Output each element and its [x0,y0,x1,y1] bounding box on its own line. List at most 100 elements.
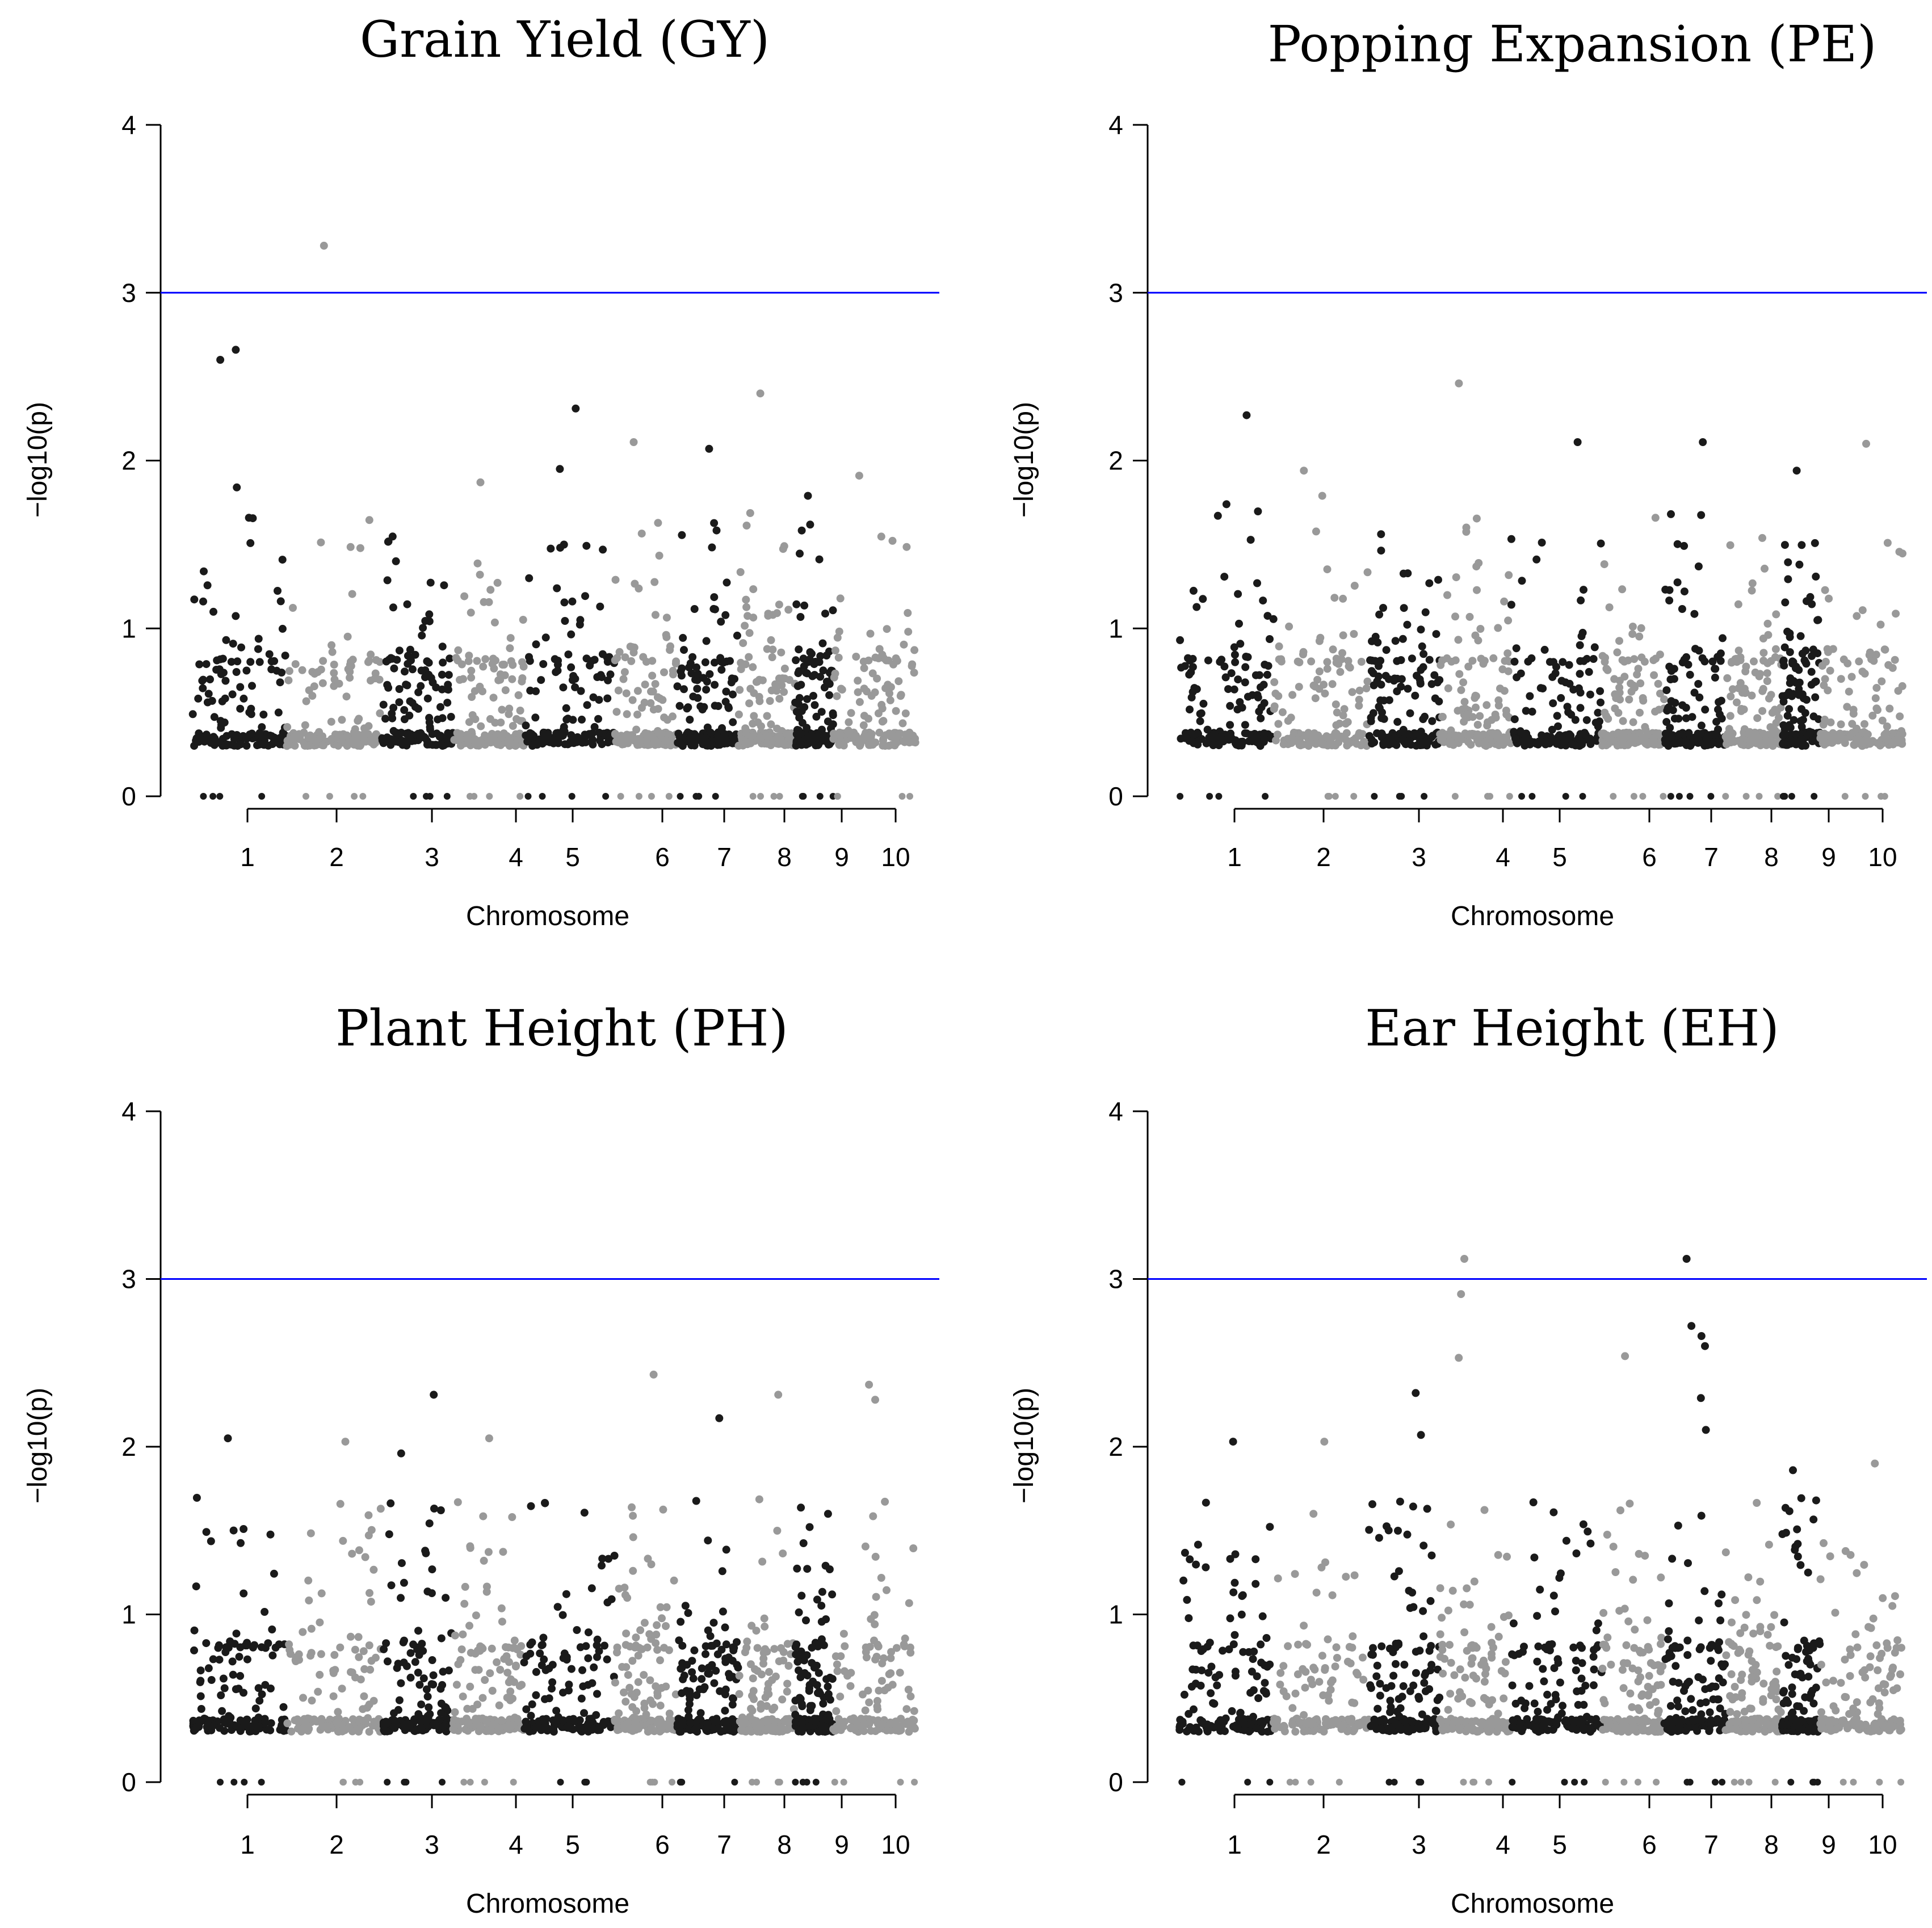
data-point [603,1598,612,1607]
data-point [1342,1573,1350,1581]
data-point-zero [1206,793,1213,800]
data-point [910,1707,918,1715]
data-point [477,722,485,730]
data-point [317,538,325,547]
data-point [1229,1640,1238,1649]
data-point [1604,715,1612,723]
data-point [1398,635,1407,643]
data-point [350,728,358,737]
data-point [1260,699,1269,707]
data-point [1736,679,1745,687]
data-point [1254,1694,1263,1702]
data-point [900,640,908,649]
data-point [1878,677,1886,686]
data-point [1758,534,1766,542]
data-point [1785,705,1794,713]
data-point [236,683,245,691]
data-point [1649,656,1658,665]
data-point [598,740,606,749]
data-point [708,543,716,552]
x-tick-label: 5 [565,842,580,872]
data-point [498,661,507,669]
data-point [1406,709,1414,717]
data-point [719,1607,727,1616]
data-point [1183,1595,1191,1604]
x-tick-label: 1 [1227,1830,1242,1859]
data-point [1427,733,1436,741]
data-point [757,1700,765,1708]
data-point [441,1703,450,1711]
data-point [434,715,442,724]
data-point [1309,1510,1318,1518]
data-point [460,1599,469,1608]
data-point [593,1690,601,1698]
data-point [867,1615,875,1623]
peak-point [1792,467,1801,475]
data-point [406,645,414,654]
data-point [243,1655,251,1664]
data-point [216,655,225,663]
peak-point [715,1414,724,1422]
data-point-zero [326,793,333,800]
data-point [1577,596,1585,604]
data-point [333,1718,341,1727]
data-point [654,519,662,527]
data-point [705,670,714,678]
data-point [710,1725,719,1733]
data-point [1189,1641,1198,1650]
data-point-zero [1396,793,1403,800]
data-point [1553,712,1561,720]
data-point [1685,729,1693,737]
data-point [775,674,783,683]
data-point-zero [677,1779,684,1786]
data-point [1791,740,1800,748]
data-point-zero [648,793,655,800]
data-point [1801,709,1809,717]
data-point [507,657,515,665]
data-point [825,691,834,699]
data-point [502,1652,511,1661]
data-point [748,1691,756,1700]
data-point [1899,549,1906,558]
data-point [910,1723,918,1732]
data-point [522,1705,531,1713]
data-point [209,607,217,616]
data-point [1425,656,1434,664]
data-point-zero [539,793,546,800]
data-point [526,686,535,695]
data-point [1274,720,1283,728]
x-tick-label: 7 [717,1830,732,1859]
data-point [459,1692,467,1701]
data-point [722,687,730,696]
data-point [544,730,552,739]
data-point [466,1682,474,1691]
data-point [1740,685,1748,694]
data-point [862,1648,870,1656]
data-point [1215,1671,1224,1679]
data-point [1204,1669,1213,1677]
data-point-zero [1811,793,1818,800]
data-point [606,670,615,679]
data-point [473,657,481,665]
data-point [476,570,484,579]
data-point [1378,708,1386,717]
data-point [678,742,687,750]
data-point [704,1626,712,1635]
data-point [414,1669,422,1677]
data-point [687,669,696,678]
data-point [1274,1574,1282,1583]
data-point [1763,677,1771,685]
data-point-zero [471,793,478,800]
y-axis-title: −log10(p) [23,1388,53,1503]
panel-title: Popping Expansion (PE) [1268,15,1877,73]
data-point [818,639,827,648]
data-point [1188,1665,1197,1674]
data-point [614,1723,622,1732]
data-point [1510,657,1519,666]
data-point [746,1660,755,1669]
data-point [305,686,313,695]
data-point [1338,649,1346,657]
data-point [478,687,486,696]
data-point [284,676,293,684]
data-point [1847,673,1856,681]
